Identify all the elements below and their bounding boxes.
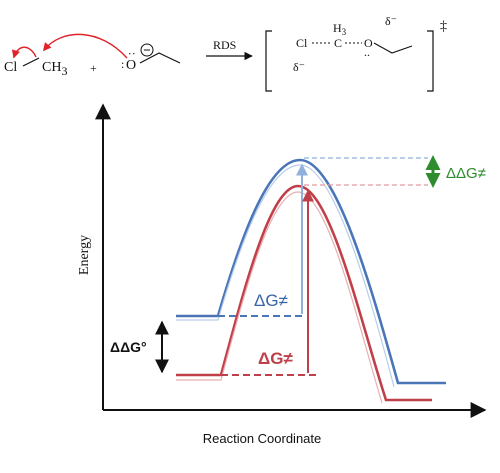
nucleophile-o: O xyxy=(126,58,136,73)
x-axis-label: Reaction Coordinate xyxy=(203,431,322,446)
ts-cl: Cl xyxy=(296,36,308,50)
rds-label: RDS xyxy=(213,38,236,52)
axes: Energy Reaction Coordinate xyxy=(77,103,487,446)
lone-pair-left: : xyxy=(121,57,124,71)
plus-sign: + xyxy=(90,61,97,75)
blue-delta-g-label: ΔG≠ xyxy=(254,291,288,310)
bracket-right xyxy=(427,30,434,92)
curly-arrow-nucleophile-attack xyxy=(42,33,128,59)
ts-h3: H3 xyxy=(333,21,347,37)
curly-arrow-leaving-group xyxy=(11,46,37,59)
y-axis-label: Energy xyxy=(77,235,92,275)
negative-charge-circle xyxy=(140,43,154,57)
ethyl-chain xyxy=(139,52,181,64)
ts-c: C xyxy=(334,36,342,50)
cl-c-bond xyxy=(22,57,40,67)
bracket-left xyxy=(265,30,272,92)
red-delta-g-label: ΔG≠ xyxy=(258,349,293,368)
reaction-scheme: Cl CH3 + O : : RDS ‡ Cl H3 C O .. δ⁻ δ⁻ xyxy=(4,14,447,92)
delta-delta-g-standard-label: ΔΔG° xyxy=(110,339,147,355)
reactant-cl: Cl xyxy=(4,60,17,75)
delta-delta-g-barrier-label: ΔΔG≠ xyxy=(446,165,486,182)
ts-o-lone-pair: .. xyxy=(364,45,370,59)
lone-pair-top: : xyxy=(126,52,140,55)
red-energy-profile xyxy=(176,184,432,402)
red-energy-profile-shadow xyxy=(176,191,383,404)
double-dagger: ‡ xyxy=(440,19,447,34)
ts-o: O xyxy=(364,36,373,50)
reactant-ch3: CH3 xyxy=(42,60,67,78)
ts-ethyl-chain xyxy=(373,42,413,54)
blue-energy-profile xyxy=(176,158,446,385)
ts-delta-left: δ⁻ xyxy=(293,60,305,74)
ts-delta-right: δ⁻ xyxy=(385,14,397,28)
